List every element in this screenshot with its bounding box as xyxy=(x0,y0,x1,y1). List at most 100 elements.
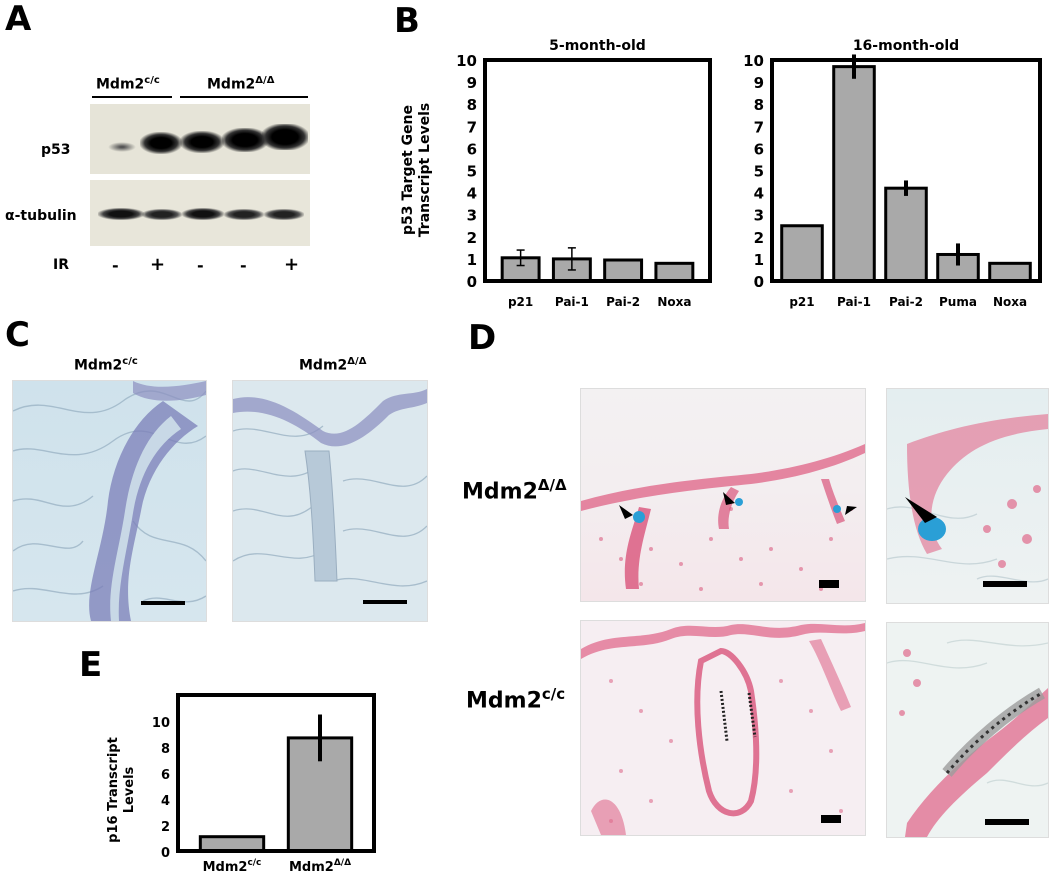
x-tick-label: Noxa xyxy=(657,295,691,309)
hair-follicle xyxy=(304,450,338,582)
blot-band xyxy=(262,124,308,150)
ir-mark: + xyxy=(284,254,300,275)
blot-group2-sup: Δ/Δ xyxy=(255,75,275,86)
blot-band xyxy=(142,209,182,220)
panel-d-top-sup: Δ/Δ xyxy=(537,476,567,494)
y-tick-label: 10 xyxy=(743,52,764,70)
hair-follicle xyxy=(907,414,1048,554)
y-tick-label: 6 xyxy=(467,140,477,158)
y-tick-label: 0 xyxy=(754,273,764,291)
blot-group1-line xyxy=(92,96,172,98)
y-tick-label: 0 xyxy=(467,273,477,291)
y-tick-label: 9 xyxy=(467,74,477,92)
bar xyxy=(780,224,824,283)
xgal-stained-cells xyxy=(918,517,946,541)
panel-c-right-sup: Δ/Δ xyxy=(347,356,367,367)
bar xyxy=(654,261,695,283)
scale-bar xyxy=(985,819,1029,825)
western-blot-tubulin xyxy=(90,180,310,246)
x-tick-label: Pai-2 xyxy=(889,295,923,309)
bar xyxy=(198,835,266,853)
panel-label-d: D xyxy=(468,318,497,358)
xgal-stained-cells xyxy=(735,498,743,506)
x-tick-label: p21 xyxy=(508,295,533,309)
micrograph-d-top-left xyxy=(580,388,866,602)
panel-d-bottom-label: Mdm2c/c xyxy=(466,685,565,713)
epidermis xyxy=(233,389,427,447)
y-tick-label: 8 xyxy=(161,742,170,757)
y-tick-label: 5 xyxy=(467,163,477,181)
arrowhead-icon xyxy=(723,492,735,505)
xgal-stained-cells xyxy=(833,505,841,513)
x-tick-label: Pai-2 xyxy=(606,295,640,309)
hair-follicle xyxy=(694,647,760,817)
blot-band xyxy=(108,142,136,152)
y-tick-label: 8 xyxy=(754,96,764,114)
hair-follicle-inner xyxy=(110,416,181,621)
y-tick-label: 0 xyxy=(161,846,170,861)
panel-c-right-label: Mdm2Δ/Δ xyxy=(299,356,366,374)
blot-band xyxy=(222,128,268,152)
x-tick-label-sup: Δ/Δ xyxy=(334,858,351,868)
panel-d-top-text: Mdm2 xyxy=(462,479,538,505)
dermis-cells xyxy=(899,649,921,716)
y-tick-label: 1 xyxy=(467,251,477,269)
bar xyxy=(832,65,876,283)
panel-label-c: C xyxy=(5,315,30,355)
bar xyxy=(884,186,928,283)
hair-follicle xyxy=(591,799,626,835)
scale-bar xyxy=(141,601,185,605)
x-tick-label: p21 xyxy=(789,295,814,309)
y-tick-label: 5 xyxy=(754,163,764,181)
panel-label-e: E xyxy=(79,645,103,685)
y-tick-label: 7 xyxy=(467,118,477,136)
xgal-stained-cells xyxy=(633,511,645,523)
arrowhead-icon xyxy=(905,497,937,523)
ir-label: IR xyxy=(53,257,69,273)
scale-bar xyxy=(821,815,841,823)
y-tick-label: 8 xyxy=(467,96,477,114)
blot-band xyxy=(224,209,264,220)
blot-band xyxy=(140,132,182,154)
plot-frame xyxy=(176,693,376,853)
micrograph-c-left xyxy=(12,380,207,622)
blot-row-tubulin-label: α-tubulin xyxy=(5,208,77,224)
x-tick-label: Pai-1 xyxy=(555,295,589,309)
ir-mark: - xyxy=(197,256,204,275)
hair-follicle xyxy=(718,487,739,529)
hair-follicle xyxy=(821,479,845,524)
x-tick-label: Noxa xyxy=(993,295,1027,309)
blot-band xyxy=(182,208,224,220)
blot-band xyxy=(264,209,304,220)
tissue-fibers xyxy=(887,639,1048,787)
scale-bar xyxy=(819,580,839,588)
chart-16-month: 16-month-old 0 1 2 3 4 5 6 7 8 9 10 p21 Pai-1 Pai-2 Pum… xyxy=(743,38,1042,309)
panel-c-left-text: Mdm2 xyxy=(74,357,123,374)
arrowhead-icon xyxy=(845,506,857,515)
y-tick-label: 6 xyxy=(161,768,170,783)
y-tick-label: 10 xyxy=(152,716,170,731)
plot-frame xyxy=(770,58,1042,283)
y-tick-label: 2 xyxy=(161,820,170,835)
western-blot-p53 xyxy=(90,104,310,174)
x-tick-label: Mdm2c/c xyxy=(203,858,262,875)
hair-follicle xyxy=(905,688,1048,837)
blot-group2-label: Mdm2Δ/Δ xyxy=(207,75,274,93)
blot-group1-text: Mdm2 xyxy=(96,76,145,93)
chart-p16: 0 2 4 6 8 10 Mdm2c/c Mdm2Δ/Δ xyxy=(152,693,376,875)
dermis-cells xyxy=(983,485,1041,568)
plot-frame xyxy=(483,58,712,283)
epidermis xyxy=(133,381,206,401)
dermis-cells xyxy=(609,679,843,823)
panel-label-a: A xyxy=(5,0,32,39)
ir-mark: - xyxy=(240,256,247,275)
epidermis xyxy=(581,623,865,659)
x-tick-label: Pai-1 xyxy=(837,295,871,309)
blot-group1-label: Mdm2c/c xyxy=(96,75,160,93)
arrowhead-icon xyxy=(619,505,633,519)
x-tick-label-sup: c/c xyxy=(247,858,261,868)
scale-bar xyxy=(983,581,1027,587)
ir-mark: - xyxy=(112,256,119,275)
bar xyxy=(603,258,644,283)
y-tick-label: 2 xyxy=(754,229,764,247)
